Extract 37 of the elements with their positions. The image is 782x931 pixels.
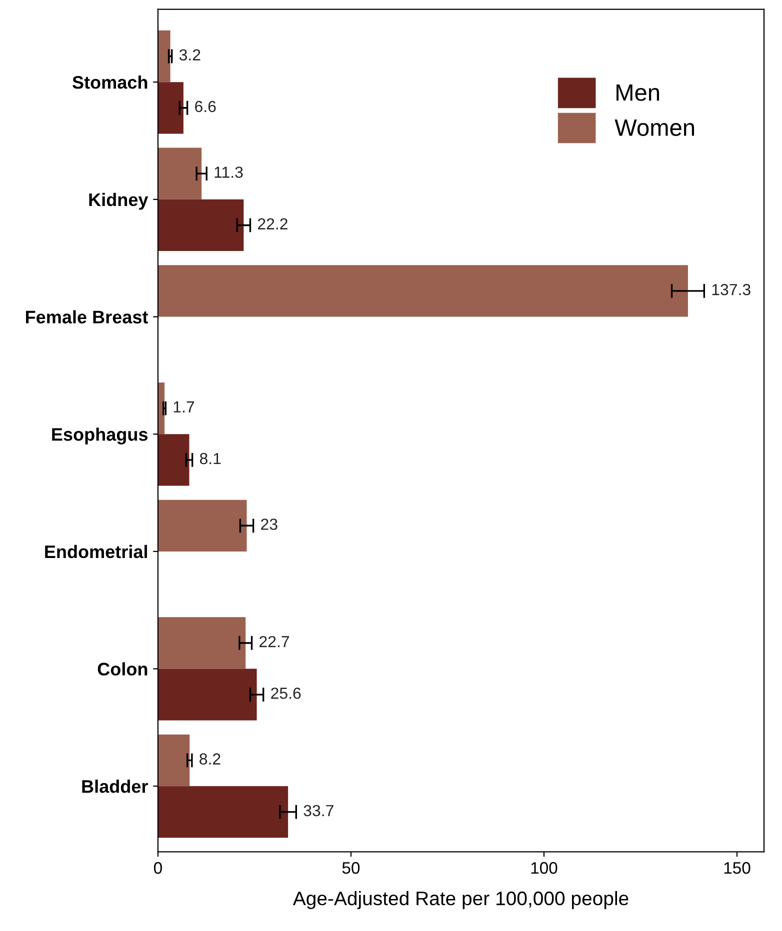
y-tick-label: Colon: [98, 662, 148, 676]
data-label: 22.7: [260, 636, 289, 648]
bar: [158, 265, 688, 317]
y-tick-label: Esophagus: [52, 428, 148, 444]
bar: [158, 668, 257, 720]
x-tick-label: 100: [531, 862, 558, 874]
x-tick-label: 150: [724, 862, 750, 874]
x-tick-label: 50: [342, 862, 360, 874]
legend-label: Women: [614, 120, 694, 136]
y-tick-label: Female Breast: [26, 310, 148, 324]
bar: [158, 82, 184, 134]
bar: [158, 434, 190, 486]
x-tick-label: 0: [154, 862, 162, 874]
data-label: 11.3: [214, 166, 243, 178]
data-label: 33.7: [304, 804, 334, 816]
x-axis-title: Age-Adjusted Rate per 100,000 people: [292, 891, 628, 910]
bar: [158, 734, 190, 786]
data-label: 22.2: [258, 218, 288, 230]
data-label: 6.6: [195, 100, 216, 112]
y-tick-label: Endometrial: [45, 544, 147, 558]
legend-label: Men: [616, 84, 660, 101]
bar: [158, 500, 247, 552]
data-label: 3.2: [179, 49, 200, 61]
data-label: 8.1: [200, 452, 221, 464]
data-label: 23: [261, 518, 278, 530]
y-tick-label: Stomach: [72, 76, 148, 89]
data-label: 137.3: [712, 284, 750, 296]
data-label: 25.6: [271, 688, 301, 699]
y-tick-label: Bladder: [82, 780, 148, 793]
data-label: 8.2: [200, 753, 220, 765]
data-label: 1.7: [174, 401, 194, 412]
bar: [158, 617, 246, 669]
y-tick-label: Kidney: [89, 192, 148, 210]
bar: [158, 148, 202, 200]
bar: [158, 30, 170, 82]
bar: [158, 786, 288, 838]
bar: [158, 199, 244, 252]
